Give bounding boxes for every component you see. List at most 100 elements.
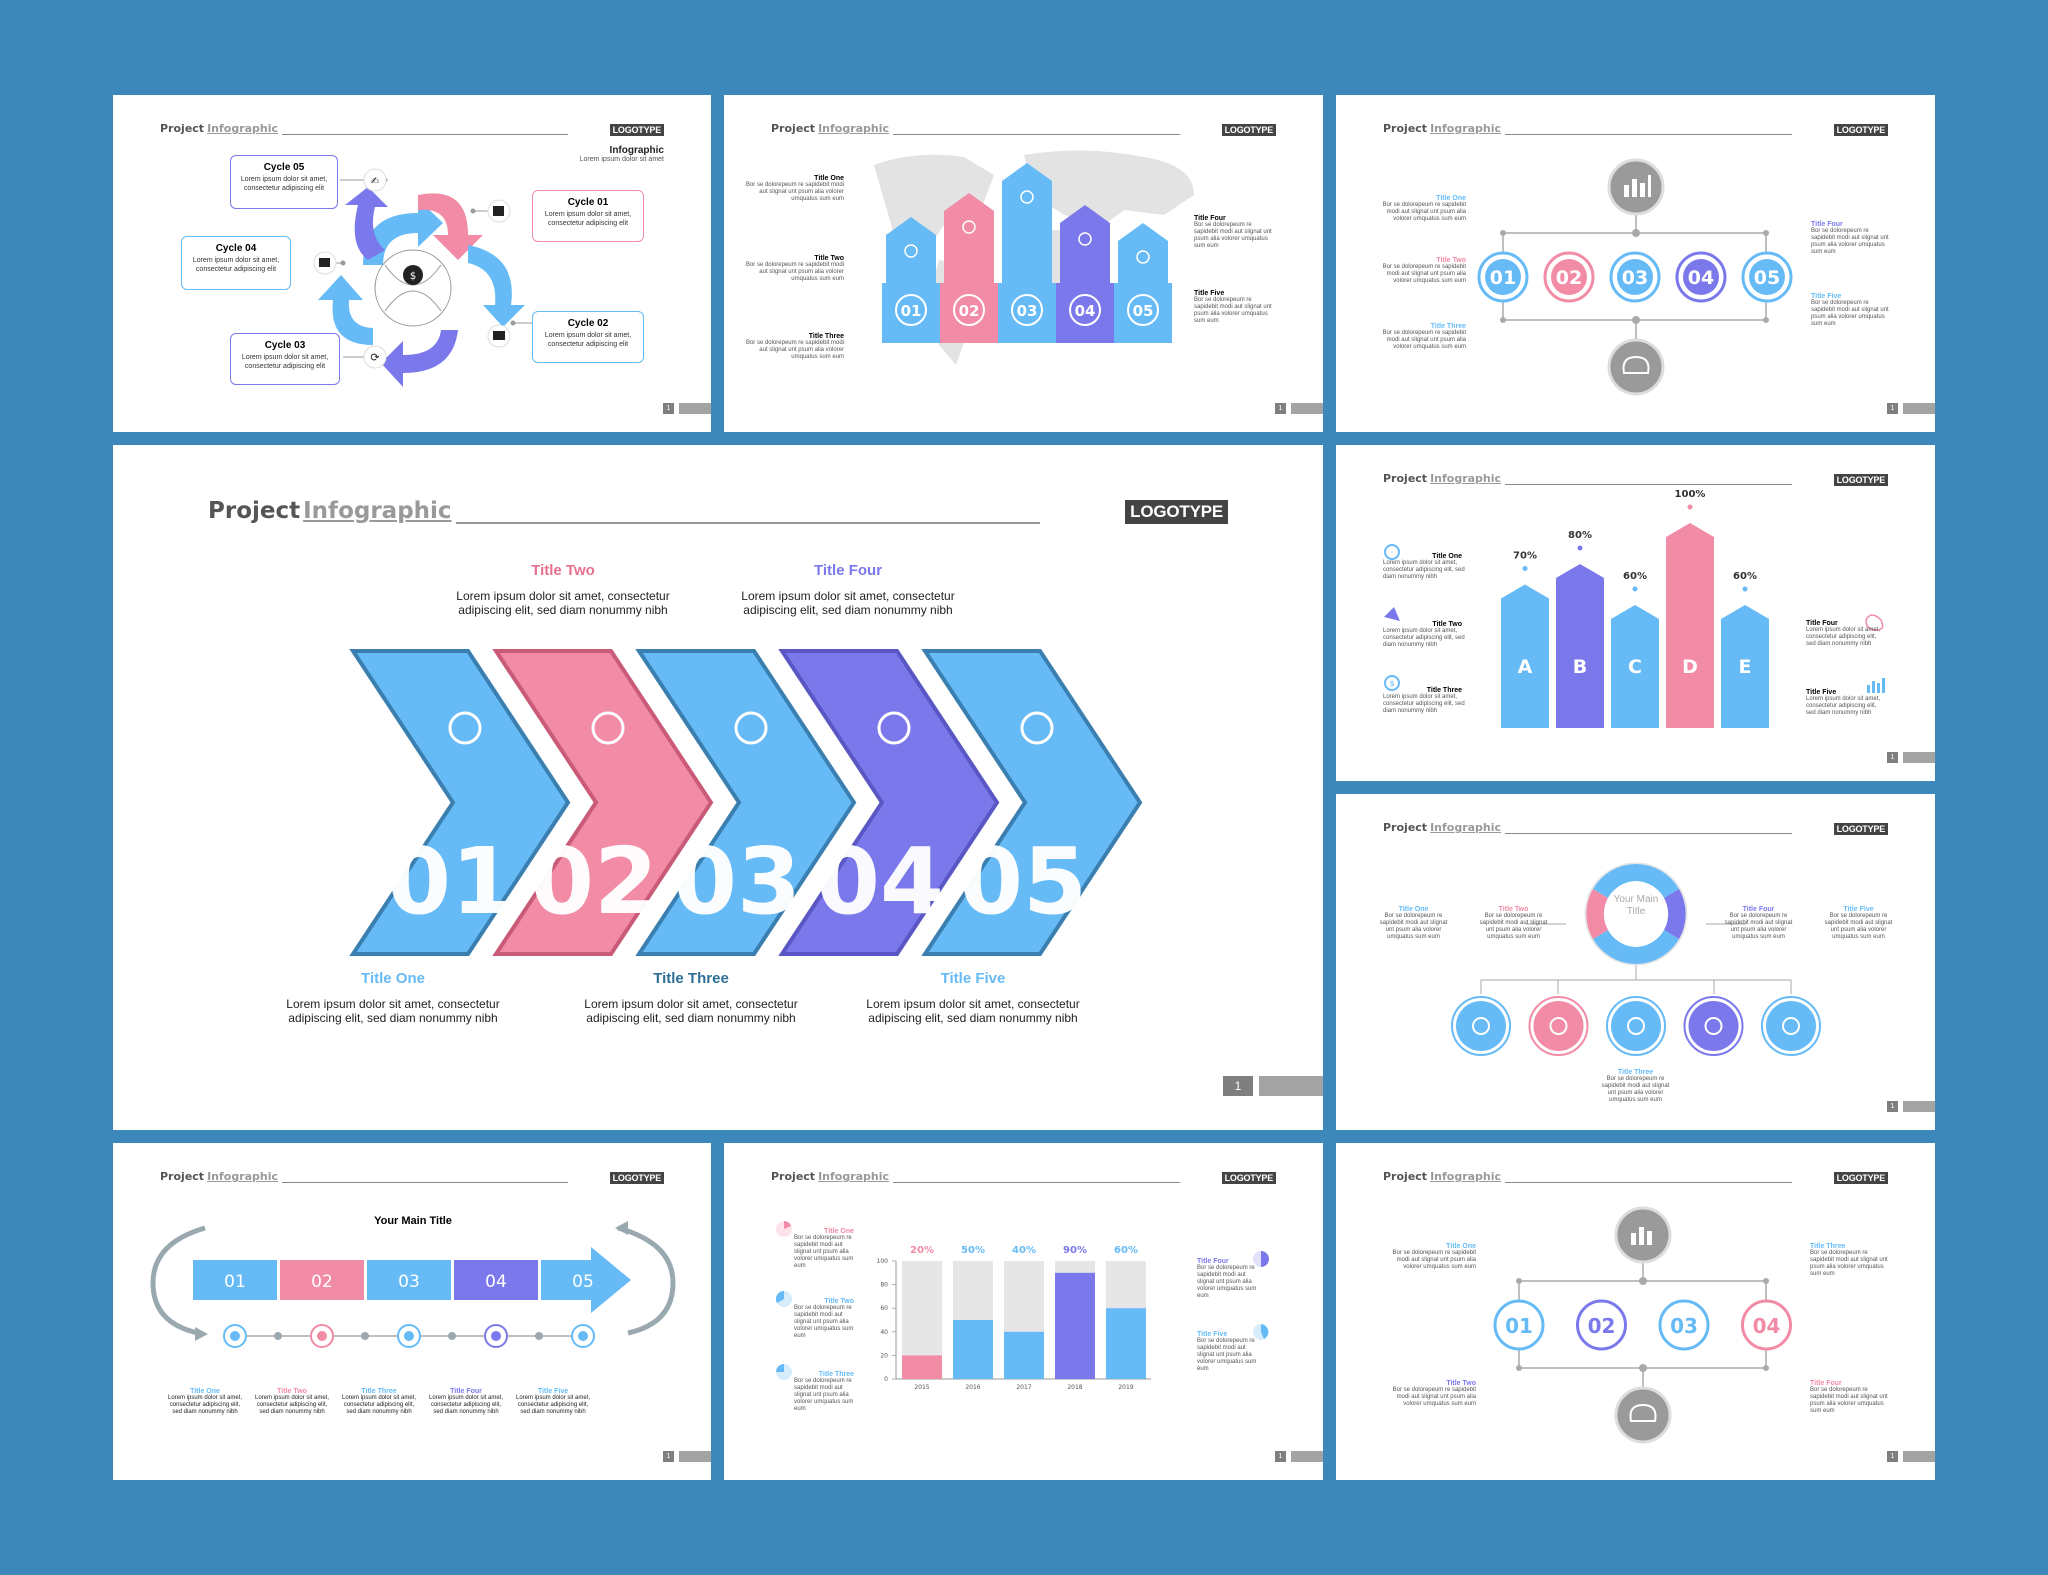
title-text: Title Three [1810, 1243, 1846, 1250]
number-ring [895, 294, 927, 326]
slide-bar-arrows[interactable]: Project Infographic LOGOTYPE 70% A 80% B 60% C… [1336, 445, 1935, 781]
bar-chart-icon [1614, 1206, 1672, 1264]
chart-title-five: Title Five Bor se dolorepeum re sapidebi… [1197, 1331, 1257, 1373]
bar-dot [1522, 566, 1528, 571]
slide-header: Project Infographic LOGOTYPE [1383, 122, 1888, 138]
ring-title-three: Title Three Bor se dolorepeum re sapideb… [1598, 1069, 1673, 1104]
process-number: 01 [224, 1272, 246, 1292]
title-text: Title One [1432, 553, 1462, 560]
icon-core [317, 1331, 327, 1341]
chevron-2[interactable] [492, 649, 714, 956]
y-tick-label: 80 [880, 1282, 888, 1289]
x-tick-label: 2015 [914, 1384, 929, 1391]
slide-process-arrow[interactable]: Project Infographic LOGOTYPE Your Main Ti… [113, 1143, 711, 1480]
step-connector-dot [535, 1332, 543, 1340]
icon-fill [1456, 1001, 1506, 1051]
process-title-1: Title One Lorem ipsum dolor sit amet, con… [165, 1388, 245, 1416]
slide-header: Project Infographic LOGOTYPE [160, 122, 664, 138]
brand-word1: Project [771, 122, 816, 135]
cycle-arrow-3 [468, 245, 525, 327]
bar-chart-icon [1867, 678, 1885, 693]
cycle-card-02: Cycle 02 Lorem ipsum dolor sit amet, con… [532, 311, 644, 363]
brand-word1: Project [771, 1170, 816, 1183]
brand-title: Project Infographic [1383, 472, 1501, 485]
bar-dot [1632, 586, 1638, 592]
net-title-five: Title Five Bor se dolorepeum re sapidebi… [1811, 293, 1891, 328]
brand-word2: Infographic [818, 1170, 890, 1183]
map-title-one: Title One Bor se dolorepeum re sapidebit… [744, 175, 844, 203]
body-text: Bor se dolorepeum re sapidebit modi aut … [1479, 913, 1548, 940]
slide-ring-tree[interactable]: Project Infographic LOGOTYPE Your Main Ti… [1336, 794, 1935, 1130]
bar-title-five: Title Five Lorem ipsum dolor sit amet, c… [1806, 689, 1886, 717]
slide-map-arrows[interactable]: Project Infographic LOGOTYPE 01 02 03 04 05 T… [724, 95, 1323, 432]
bar-category-label: B [1573, 656, 1587, 678]
bar-2018 [1055, 1272, 1095, 1379]
bar-2016 [953, 1320, 993, 1379]
title-text: Title Five [940, 970, 1006, 987]
info-subtitle: Lorem ipsum dolor sit amet [579, 156, 664, 163]
number-circle [1658, 1299, 1710, 1351]
slide-main-chevrons[interactable]: Project Infographic LOGOTYPE 01 02 03 04 05 T… [113, 445, 1323, 1130]
arrow-bar-2 [944, 193, 994, 283]
process-step-1 [193, 1260, 277, 1300]
logotype: LOGOTYPE [1833, 474, 1888, 486]
process-steps: 01 02 03 04 05 [193, 1247, 631, 1313]
cycle-text: Lorem ipsum dolor sit amet, consectetur … [192, 257, 280, 273]
process-title-4: Title Four Lorem ipsum dolor sit amet, co… [426, 1388, 506, 1416]
body-text: Bor se dolorepeum re sapidebit modi aut … [794, 1235, 854, 1269]
header-rule [456, 522, 1040, 524]
title-text: Title Five [1843, 906, 1874, 913]
chevron-number: 03 [673, 828, 801, 935]
dollar-icon [1384, 675, 1400, 691]
header-rule [282, 1182, 568, 1183]
slide-cycles[interactable]: Project Infographic LOGOTYPE Infographic … [113, 95, 711, 432]
body-text: Lorem ipsum dolor sit amet, consectetur … [741, 589, 955, 617]
brain-icon [1614, 1386, 1672, 1444]
slide-four-circle-network[interactable]: Project Infographic LOGOTYPE 01 02 03 04 Tit… [1336, 1143, 1935, 1480]
bar-dot [1742, 586, 1748, 592]
chevron-5[interactable] [921, 649, 1143, 956]
chevron-1[interactable] [349, 649, 571, 956]
arrow-base-4 [1056, 283, 1114, 343]
icon-core [578, 1331, 588, 1341]
numbered-circles: 01 02 03 04 05 [1477, 251, 1793, 303]
bar-value-label: 50% [961, 1245, 985, 1256]
chevron-3[interactable] [635, 649, 857, 956]
x-tick-label: 2018 [1067, 1384, 1082, 1391]
slide-header: Project Infographic LOGOTYPE [771, 122, 1276, 138]
page-number: 1 [1887, 1101, 1898, 1112]
header-rule [1505, 484, 1792, 485]
logotype: LOGOTYPE [609, 1172, 664, 1184]
body-text: Bor se dolorepeum re sapidebit modi aut … [794, 1305, 854, 1339]
title-text: Title Two [814, 255, 844, 262]
number-fill [1683, 259, 1719, 295]
chevron-row: 01 02 03 04 05 [349, 649, 1143, 956]
slide-bar-chart[interactable]: Project Infographic LOGOTYPE 0 20 40 60 80 100… [724, 1143, 1323, 1480]
number-ring [953, 294, 985, 326]
y-tick-label: 0 [884, 1376, 888, 1383]
svg-text:✍: ✍ [371, 176, 379, 187]
bar-B [1556, 564, 1604, 728]
page-number: 1 [1275, 403, 1286, 414]
icon-core [491, 1331, 501, 1341]
step-connector-dot [448, 1332, 456, 1340]
title-text: Title Two [1436, 257, 1466, 264]
money-bag-icon [403, 265, 423, 285]
map-title-five: Title Five Bor se dolorepeum re sapidebi… [1194, 290, 1274, 325]
slide-header: Project Infographic LOGOTYPE [208, 498, 1228, 530]
bar-chart-icon [1782, 1017, 1800, 1035]
body-text: Lorem ipsum dolor sit amet, consectetur … [584, 997, 798, 1025]
puzzle-icon [591, 711, 625, 745]
body-text: Bor se dolorepeum re sapidebit modi aut … [1811, 228, 1889, 255]
page-indicator: 1 [1275, 1451, 1323, 1462]
circle-number: 01 [1490, 267, 1516, 289]
cycle-arrow-2 [418, 193, 483, 260]
page-indicator: 1 [1887, 1451, 1935, 1462]
cycle-diagram: $ ✍ ⟳ [313, 168, 533, 387]
bulb-icon [1627, 1017, 1645, 1035]
center-ring [1584, 862, 1688, 966]
slide-circle-network[interactable]: Project Infographic LOGOTYPE 01 02 03 04 05 T… [1336, 95, 1935, 432]
chevron-4[interactable] [778, 649, 1000, 956]
title-text: Title Three [653, 970, 729, 987]
icon-core [404, 1331, 414, 1341]
